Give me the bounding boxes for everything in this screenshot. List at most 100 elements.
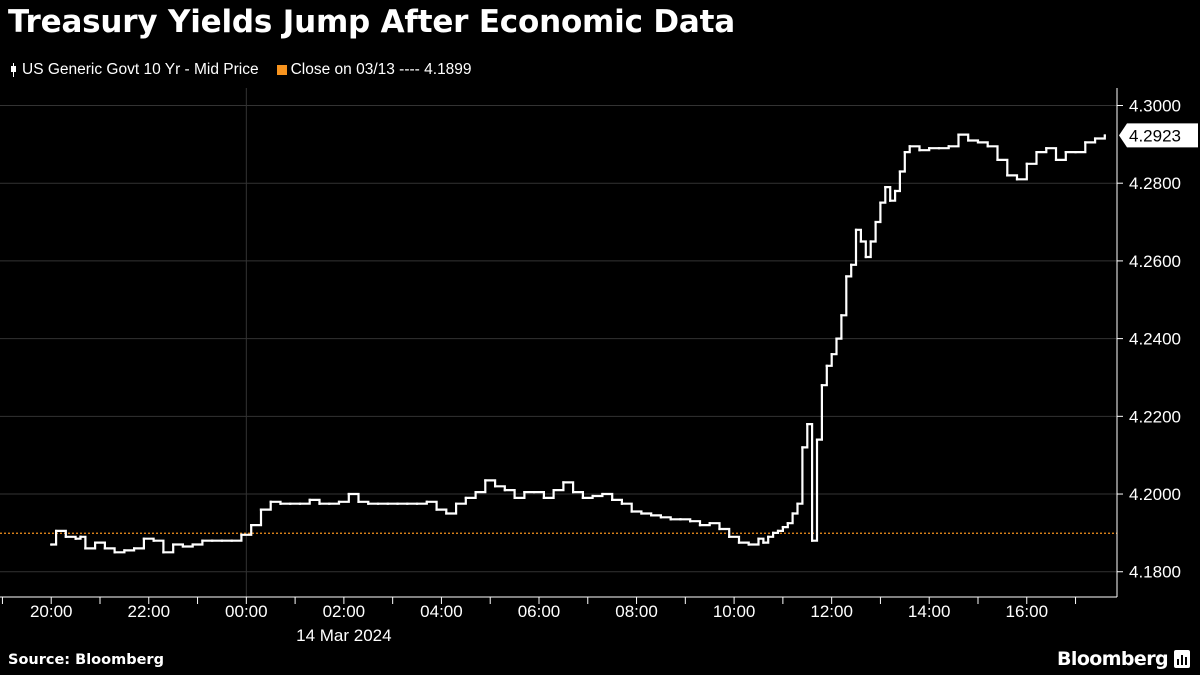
data-point (947, 145, 950, 148)
data-point (454, 502, 458, 505)
data-point (854, 228, 858, 231)
data-point (308, 498, 311, 501)
data-point (1074, 151, 1077, 154)
x-tick-label: 08:00 (615, 602, 658, 621)
data-point (825, 364, 828, 367)
data-point (850, 263, 853, 266)
data-point (801, 446, 804, 449)
data-point (835, 337, 838, 340)
data-point (986, 145, 989, 148)
square-icon (276, 65, 287, 75)
data-point (908, 145, 911, 148)
data-point (386, 502, 389, 505)
data-point (967, 139, 970, 142)
data-point (464, 496, 467, 500)
logo-text: Bloomberg (1057, 648, 1169, 670)
data-point (191, 543, 194, 546)
data-point (806, 422, 809, 426)
data-point (552, 489, 555, 492)
data-point (230, 539, 233, 542)
data-point (679, 518, 682, 521)
last-value-text: 4.2923 (1129, 126, 1181, 145)
data-point (64, 535, 67, 538)
legend-label-close: Close on 03/13 ---- 4.1899 (290, 61, 472, 78)
data-point (133, 547, 136, 550)
y-tick-label: 4.2000 (1129, 485, 1181, 504)
legend-item-series: US Generic Govt 10 Yr - Mid Price (8, 61, 259, 79)
data-point (367, 502, 370, 505)
data-point (1093, 137, 1097, 140)
data-point (698, 524, 702, 527)
data-point (689, 520, 692, 523)
data-point (74, 537, 77, 540)
data-point (781, 525, 784, 529)
data-point (601, 492, 604, 496)
x-tick-label: 10:00 (713, 602, 756, 621)
legend-label-series: US Generic Govt 10 Yr - Mid Price (22, 61, 259, 78)
x-tick-label: 02:00 (323, 602, 366, 621)
data-point (884, 185, 887, 189)
data-point (318, 502, 321, 505)
data-point (859, 240, 863, 243)
data-point (220, 539, 224, 542)
data-point (845, 275, 848, 278)
data-point (786, 522, 789, 525)
data-point (406, 502, 409, 505)
data-point (640, 512, 643, 515)
data-point (259, 508, 263, 511)
legend-item-close: Close on 03/13 ---- 4.1899 (276, 61, 472, 79)
data-point (328, 502, 331, 505)
data-point (396, 502, 399, 505)
data-point (357, 500, 360, 503)
data-point (503, 489, 506, 492)
data-point (659, 516, 663, 519)
data-point (820, 384, 823, 387)
data-point (708, 522, 711, 525)
data-point (533, 490, 536, 494)
series-line (51, 133, 1106, 554)
y-tick-label: 4.1800 (1129, 563, 1181, 582)
data-point (815, 438, 819, 441)
data-point (289, 502, 292, 505)
y-tick-label: 4.2600 (1129, 252, 1181, 271)
data-point (1064, 151, 1067, 154)
data-point (757, 537, 760, 540)
x-tick-label: 16:00 (1005, 602, 1048, 621)
chart-title: Treasury Yields Jump After Economic Data (8, 4, 735, 40)
data-point (298, 502, 302, 505)
data-point (425, 500, 428, 503)
data-point (869, 240, 872, 243)
data-point (840, 314, 843, 317)
data-point (898, 170, 902, 173)
data-point (650, 514, 653, 517)
data-point (240, 533, 243, 536)
last-value-label: 4.2923 (1119, 123, 1198, 148)
x-tick-label: 12:00 (810, 602, 853, 621)
data-point (84, 547, 87, 550)
x-tick-label: 00:00 (225, 602, 268, 621)
x-tick-label: 22:00 (127, 602, 170, 621)
data-point (162, 551, 165, 554)
data-point (611, 498, 614, 501)
data-point (996, 158, 999, 161)
data-point (269, 500, 272, 503)
data-point (542, 496, 545, 500)
source-note: Source: Bloomberg (8, 652, 164, 668)
data-point (152, 539, 155, 542)
data-point (718, 527, 721, 531)
legend: US Generic Govt 10 Yr - Mid Price Close … (8, 61, 490, 79)
bloomberg-logo: Bloomberg (1057, 648, 1190, 670)
data-point (1006, 174, 1009, 177)
data-point (493, 485, 497, 488)
x-tick-label: 20:00 (30, 602, 73, 621)
x-tick-label: 06:00 (518, 602, 561, 621)
data-point (415, 502, 419, 505)
data-point (1103, 134, 1106, 137)
data-point (142, 537, 145, 540)
data-point (776, 529, 780, 533)
data-point (435, 508, 438, 511)
data-point (201, 539, 204, 542)
data-point (1025, 162, 1028, 165)
bloomberg-chart-icon (1174, 650, 1190, 668)
